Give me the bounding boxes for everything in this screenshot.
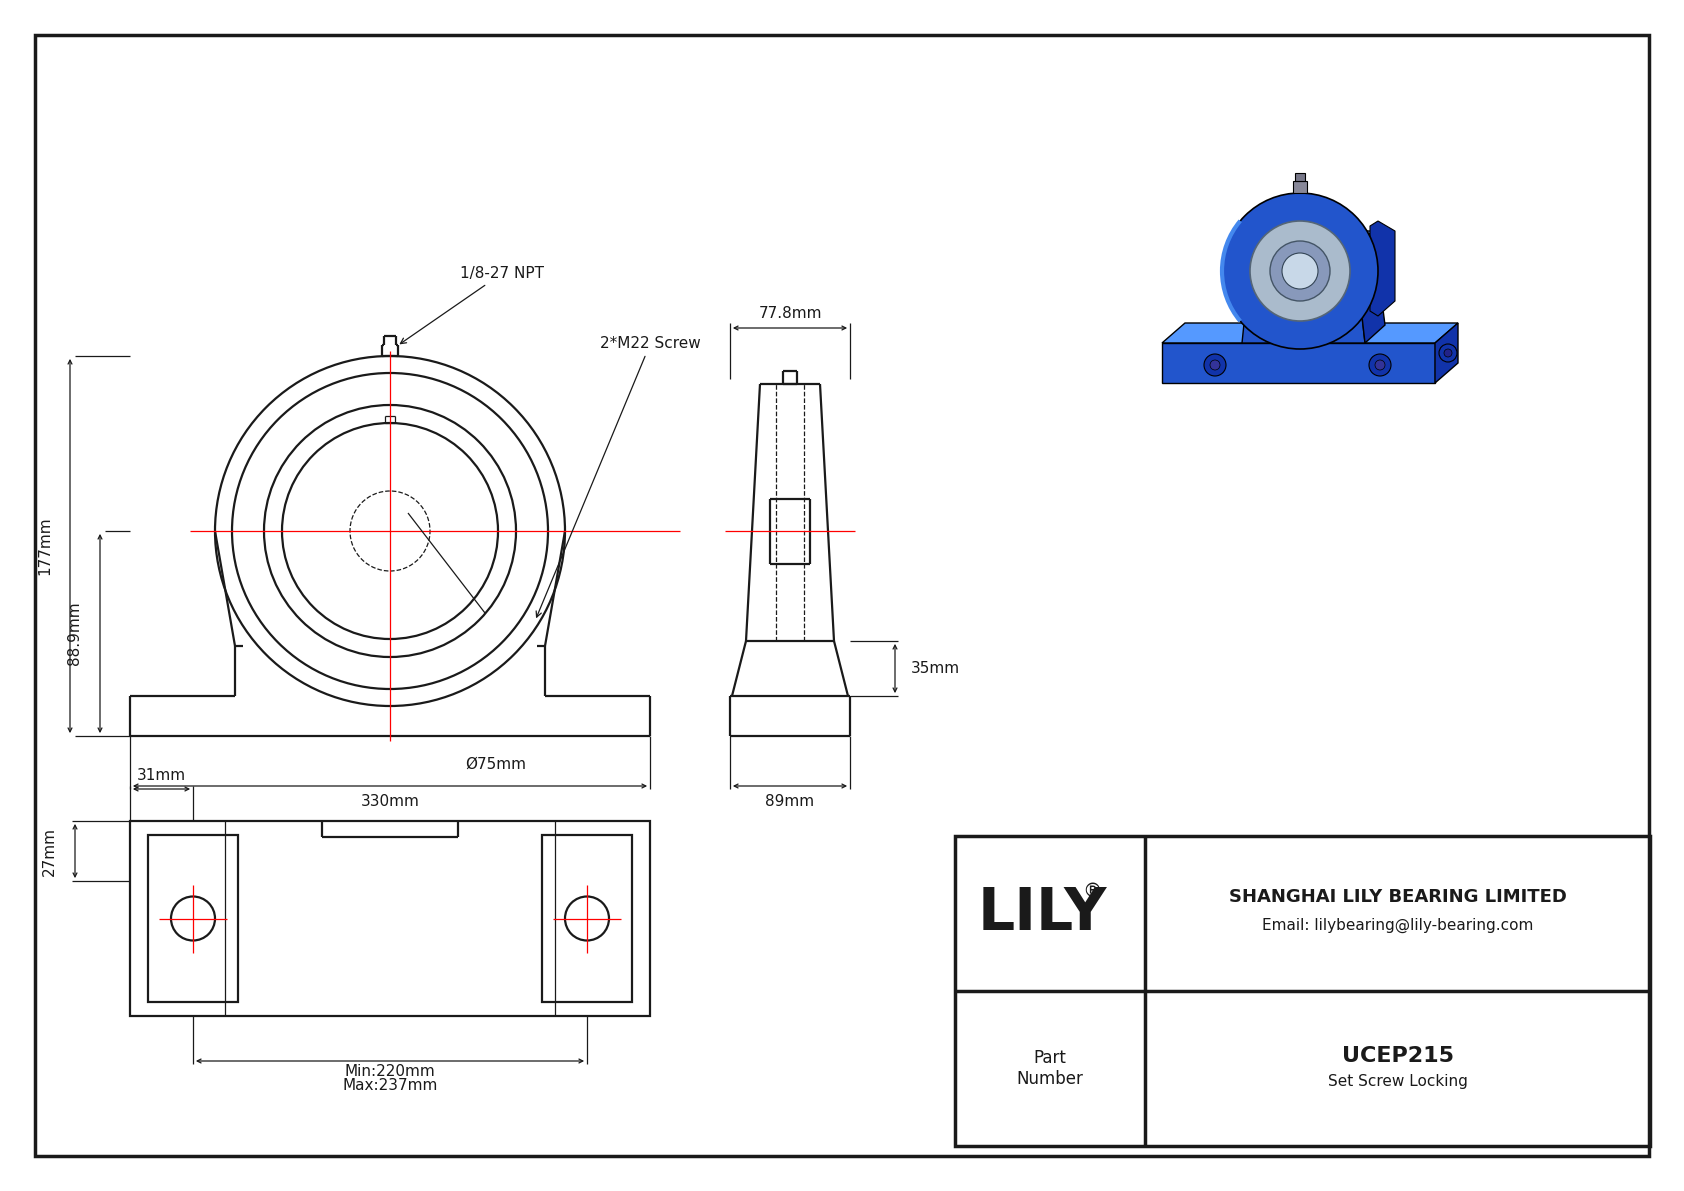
Text: Max:237mm: Max:237mm [342,1079,438,1093]
Bar [130,821,650,1016]
Text: 330mm: 330mm [360,793,419,809]
Circle shape [1376,360,1384,370]
Circle shape [1223,193,1378,349]
Text: 89mm: 89mm [766,793,815,809]
Polygon shape [1435,323,1458,384]
Circle shape [1440,344,1457,362]
Text: UCEP215: UCEP215 [1342,1046,1453,1066]
Bar [1293,181,1307,193]
Circle shape [1282,252,1319,289]
Polygon shape [1162,343,1435,384]
Text: Set Screw Locking: Set Screw Locking [1327,1074,1467,1089]
Bar [542,835,632,1002]
Text: LILY: LILY [977,885,1106,942]
Text: SHANGHAI LILY BEARING LIMITED: SHANGHAI LILY BEARING LIMITED [1229,888,1566,906]
Polygon shape [1354,231,1384,343]
Text: 1/8-27 NPT: 1/8-27 NPT [401,266,544,344]
Text: Part
Number: Part Number [1017,1049,1083,1087]
Polygon shape [1162,323,1458,343]
Polygon shape [1243,247,1366,343]
Text: ®: ® [1083,883,1101,902]
Circle shape [1250,222,1351,322]
Text: Email: lilybearing@lily-bearing.com: Email: lilybearing@lily-bearing.com [1261,918,1532,933]
Text: 27mm: 27mm [42,827,57,875]
Text: Ø75mm: Ø75mm [465,756,525,772]
Text: 31mm: 31mm [136,767,185,782]
Text: Min:220mm: Min:220mm [345,1064,436,1079]
Bar [955,836,1650,1146]
Bar [148,835,237,1002]
Text: 177mm: 177mm [37,517,52,575]
Bar [1295,173,1305,181]
Text: 2*M22 Screw: 2*M22 Screw [536,336,701,617]
Polygon shape [1251,231,1372,247]
Text: 77.8mm: 77.8mm [758,306,822,322]
Circle shape [1369,354,1391,376]
Circle shape [1204,354,1226,376]
Circle shape [1443,349,1452,357]
Text: 88.9mm: 88.9mm [67,601,83,666]
Text: 35mm: 35mm [911,661,960,676]
Circle shape [1270,241,1330,301]
Polygon shape [1371,222,1394,316]
Circle shape [1211,360,1219,370]
